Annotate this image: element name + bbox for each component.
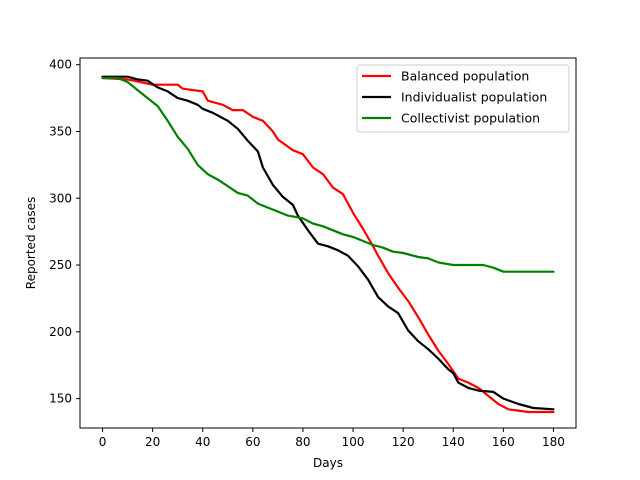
series-line-collectivist-population [101, 76, 555, 273]
series-line-balanced-population [101, 76, 555, 414]
y-tick-label: 400 [49, 58, 72, 72]
y-tick-label: 150 [49, 392, 72, 406]
legend-label-individualist-population: Individualist population [401, 90, 547, 105]
x-tick-label: 20 [145, 435, 160, 449]
series-line-individualist-population [101, 75, 555, 411]
y-tick-label: 300 [49, 191, 72, 205]
x-tick-label: 40 [195, 435, 210, 449]
x-tick-label: 120 [392, 435, 415, 449]
y-tick-label: 250 [49, 258, 72, 272]
x-tick-label: 100 [342, 435, 365, 449]
plot-frame [79, 57, 577, 429]
x-axis-label: Days [313, 456, 343, 470]
x-tick-label: 140 [442, 435, 465, 449]
x-tick-label: 80 [295, 435, 310, 449]
y-tick-label: 200 [49, 325, 72, 339]
legend-box [356, 64, 570, 133]
y-tick-label: 350 [49, 124, 72, 138]
x-axis-ticks: 0 20 40 60 80 100 120 140 160 180 [99, 428, 565, 449]
x-tick-label: 0 [99, 435, 107, 449]
y-axis-label: Reported cases [24, 197, 38, 289]
legend-label-collectivist-population: Collectivist population [401, 111, 540, 126]
legend: Balanced population Individualist populat… [356, 64, 570, 133]
y-axis-ticks: 150 200 250 300 350 400 [49, 58, 80, 406]
x-tick-label: 60 [245, 435, 260, 449]
legend-label-balanced-population: Balanced population [401, 69, 529, 84]
series-layer [101, 75, 555, 414]
x-tick-label: 180 [542, 435, 565, 449]
x-tick-label: 160 [492, 435, 515, 449]
